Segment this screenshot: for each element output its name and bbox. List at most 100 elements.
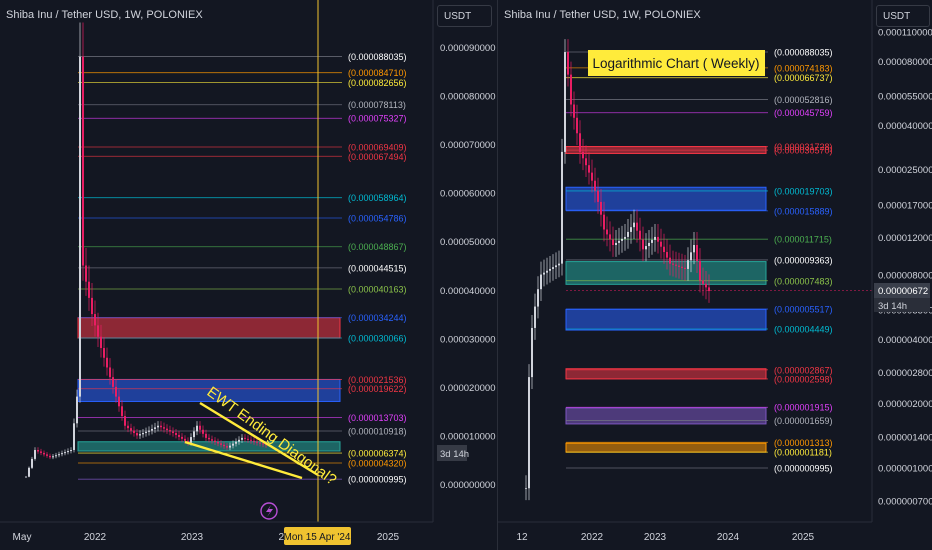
candle-body: [97, 325, 99, 337]
candle-body: [543, 272, 545, 275]
fib-level-label: (0.000004449): [774, 325, 833, 335]
y-tick-label: 0.000050000: [440, 237, 495, 248]
candle-body: [265, 444, 267, 446]
candle-body: [600, 201, 602, 215]
candle-body: [588, 165, 590, 173]
candle-body: [196, 425, 198, 432]
panel-divider[interactable]: [497, 0, 498, 550]
fib-level-label: (0.000030570): [774, 146, 833, 156]
price-zone: [565, 407, 767, 425]
candle-body: [705, 283, 707, 288]
left-chart-title: Shiba Inu / Tether USD, 1W, POLONIEX: [6, 9, 203, 21]
price-zone: [565, 186, 767, 211]
left-unit-button[interactable]: USDT: [437, 5, 492, 27]
candle-body: [546, 270, 548, 273]
candle-body: [169, 430, 171, 432]
candle-body: [591, 172, 593, 181]
x-tick-label: 2025: [792, 532, 815, 543]
countdown-box: [437, 445, 467, 461]
y-tick-label: 0.000025000: [878, 165, 932, 176]
candle-body: [558, 263, 560, 266]
candle-body: [229, 445, 231, 448]
candle-body: [609, 234, 611, 240]
fib-level-label: (0.000078113): [348, 100, 406, 110]
candle-body: [648, 242, 650, 247]
y-tick-label: 0.000012000: [878, 233, 932, 244]
candle-body: [130, 428, 132, 431]
fib-level-label: (0.000031728): [774, 142, 833, 152]
candle-body: [199, 425, 201, 430]
crosshair-date-box: [284, 527, 351, 545]
candle-body: [139, 434, 141, 436]
candle-body: [531, 327, 533, 378]
candle-body: [106, 357, 108, 368]
y-tick-label: 0.000090000: [440, 43, 495, 54]
candle-body: [615, 242, 617, 246]
y-tick-label: 0.000030000: [440, 334, 495, 345]
candle-body: [82, 56, 84, 266]
candle-body: [157, 425, 159, 428]
candle-body: [112, 377, 114, 387]
fib-level-label: (0.000005517): [774, 305, 833, 315]
candle-body: [555, 265, 557, 268]
candle-body: [564, 52, 566, 152]
candle-body: [627, 231, 629, 237]
y-tick-label: 0.000055000: [878, 92, 932, 103]
candle-body: [136, 433, 138, 436]
candle-body: [79, 56, 81, 397]
countdown-box: [874, 298, 930, 312]
right-chart-panel[interactable]: 0.000110000 0.000080000 0.000055000 0.00004…: [498, 0, 932, 550]
fib-level-label: (0.000021536): [348, 375, 407, 385]
y-tick-label: 0.000004000: [878, 335, 932, 346]
candle-body: [127, 425, 129, 429]
fib-level-label: (0.000067494): [348, 152, 407, 162]
crosshair-date-label: Mon 15 Apr '24: [284, 532, 351, 543]
candle-body: [49, 455, 51, 458]
candle-body: [235, 441, 237, 444]
candle-body: [166, 428, 168, 431]
current-price-label: 0.00000672: [878, 286, 928, 297]
fib-level-label: (0.000010918): [348, 426, 407, 436]
candle-body: [642, 239, 644, 250]
candle-body: [259, 442, 261, 444]
left-chart-panel[interactable]: 0.000090000 0.000080000 0.000070000 0.00006…: [0, 0, 497, 550]
right-chart-canvas[interactable]: 0.000110000 0.000080000 0.000055000 0.00004…: [498, 0, 932, 550]
candle-body: [687, 260, 689, 269]
price-zone: [565, 308, 767, 331]
candle-body: [528, 377, 530, 489]
candle-body: [681, 266, 683, 268]
fib-level-label: (0.000088035): [774, 48, 833, 58]
price-zone: [565, 368, 767, 380]
fib-level-label: (0.000019622): [348, 384, 407, 394]
candle-body: [220, 443, 222, 445]
candle-body: [91, 297, 93, 315]
candle-body: [151, 428, 153, 431]
candle-body: [537, 289, 539, 307]
candle-body: [163, 427, 165, 429]
fib-level-label: (0.000040163): [348, 284, 407, 294]
candle-body: [133, 430, 135, 434]
candle-body: [172, 431, 174, 434]
countdown-label: 3d 14h: [440, 449, 469, 460]
candle-body: [181, 436, 183, 439]
fib-level-label: (0.000007483): [774, 276, 833, 286]
left-chart-canvas[interactable]: 0.000090000 0.000080000 0.000070000 0.00006…: [0, 0, 497, 550]
candle-body: [154, 427, 156, 429]
candle-body: [67, 451, 69, 453]
candle-body: [88, 281, 90, 298]
candle-body: [175, 433, 177, 435]
candle-body: [52, 456, 54, 458]
candle-body: [654, 236, 656, 240]
candle-body: [46, 454, 48, 456]
candle-body: [103, 348, 105, 358]
fib-level-label: (0.000048867): [348, 242, 407, 252]
candle-body: [184, 438, 186, 441]
candle-body: [37, 450, 39, 452]
candle-body: [618, 240, 620, 243]
candle-body: [28, 467, 30, 477]
right-unit-button[interactable]: USDT: [876, 5, 930, 27]
candle-body: [109, 367, 111, 378]
candle-body: [549, 268, 551, 271]
y-tick-label: 0.000000700: [878, 497, 932, 508]
candle-body: [238, 439, 240, 442]
